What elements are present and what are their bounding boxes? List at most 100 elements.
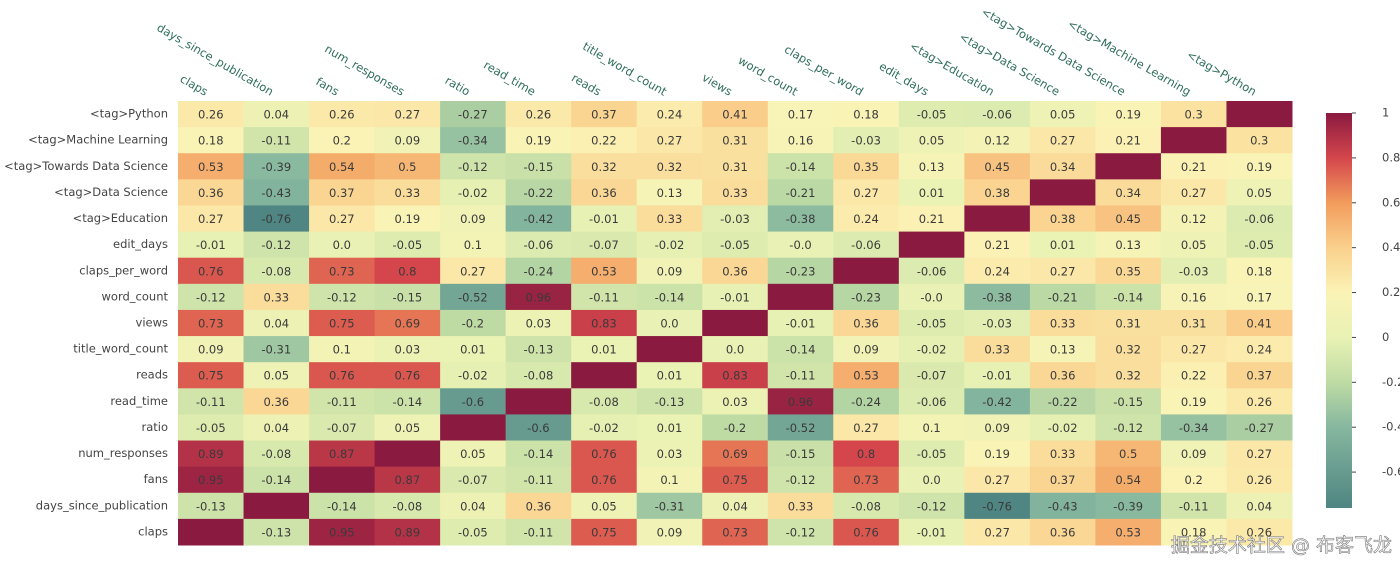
heatmap-cell <box>1160 179 1227 206</box>
heatmap-cell <box>1095 231 1162 259</box>
heatmap-cell <box>1029 336 1096 363</box>
heatmap-cell <box>702 492 769 520</box>
heatmap-cell <box>505 283 572 311</box>
heatmap-cell <box>964 127 1031 154</box>
cell-label: 0.24 <box>1246 343 1272 357</box>
heatmap-cell <box>833 205 900 233</box>
cell-label: 0.83 <box>722 369 748 383</box>
colorbar-tick-label: 0 <box>1382 330 1389 344</box>
heatmap-cell <box>571 231 638 259</box>
heatmap-cell <box>702 257 769 285</box>
heatmap-cell <box>1226 388 1293 415</box>
cell-label: 0.41 <box>722 108 748 122</box>
heatmap-cell <box>1095 127 1162 154</box>
heatmap-cell <box>964 440 1031 468</box>
y-tick-label: views <box>136 316 168 330</box>
heatmap-cell <box>702 388 769 415</box>
cell-label: 0.03 <box>395 343 421 357</box>
y-tick-label: ratio <box>141 420 168 434</box>
heatmap-cell <box>374 388 441 415</box>
heatmap-cell <box>178 127 245 154</box>
heatmap-cell <box>1095 205 1162 233</box>
cell-label: 0.36 <box>263 395 289 409</box>
heatmap-cell <box>440 309 507 337</box>
heatmap-cell <box>1029 257 1096 285</box>
cell-label: 0.17 <box>1246 290 1272 304</box>
cell-label: 0.37 <box>1050 473 1076 487</box>
cell-label: -0.01 <box>196 238 226 252</box>
heatmap-cell <box>702 231 769 259</box>
heatmap-cell <box>964 205 1031 233</box>
cell-label: 0.05 <box>1050 108 1076 122</box>
cell-label: -0.22 <box>1048 395 1078 409</box>
heatmap-cell <box>636 231 703 259</box>
heatmap-cell <box>898 283 965 311</box>
cell-label: -0.01 <box>917 525 947 539</box>
heatmap-cell <box>1029 466 1096 494</box>
cell-label: 0.33 <box>1050 447 1076 461</box>
heatmap-cell <box>767 101 834 128</box>
y-tick-label: <tag>Data Science <box>54 185 168 199</box>
cell-label: -0.02 <box>1048 421 1078 435</box>
heatmap-cell <box>898 492 965 520</box>
heatmap-cell <box>767 466 834 494</box>
cell-label: 0.22 <box>591 134 617 148</box>
heatmap-cell <box>833 127 900 154</box>
heatmap-cell <box>243 492 310 520</box>
cell-label: -0.08 <box>589 395 619 409</box>
heatmap-cell <box>702 466 769 494</box>
cell-label: -0.27 <box>1244 421 1274 435</box>
cell-label: 0.8 <box>398 264 416 278</box>
cell-label: 0.35 <box>1115 264 1141 278</box>
heatmap-cell <box>1095 518 1162 546</box>
cell-label: -0.11 <box>589 290 619 304</box>
heatmap-cell <box>767 231 834 259</box>
heatmap-cell <box>309 362 376 389</box>
heatmap-cell <box>571 153 638 180</box>
cell-label: 0.33 <box>722 186 748 200</box>
heatmap-cell <box>964 309 1031 337</box>
y-tick-label: reads <box>136 368 168 382</box>
heatmap-cell <box>1226 309 1293 337</box>
heatmap-cell <box>898 101 965 128</box>
y-tick-label: edit_days <box>113 237 168 251</box>
heatmap-cell <box>636 283 703 311</box>
heatmap-cell <box>1095 257 1162 285</box>
heatmap-cell <box>505 362 572 389</box>
heatmap-cell <box>440 127 507 154</box>
x-tick-label: claps <box>178 72 211 99</box>
cell-label: -0.15 <box>524 160 554 174</box>
cell-label: -0.6 <box>527 421 549 435</box>
heatmap-cell <box>1160 440 1227 468</box>
heatmap-cell <box>243 205 310 233</box>
heatmap-cell <box>440 336 507 363</box>
cell-label: 0.21 <box>919 212 945 226</box>
colorbar-tick-label: 0.6 <box>1382 195 1400 209</box>
cell-label: 0.04 <box>460 499 486 513</box>
heatmap-cell <box>964 153 1031 180</box>
x-tick-label: ratio <box>443 73 473 98</box>
heatmap-cell <box>1226 466 1293 494</box>
cell-label: 0.19 <box>984 447 1010 461</box>
heatmap-cell <box>702 518 769 546</box>
heatmap-cell <box>178 153 245 180</box>
cell-label: 0.26 <box>1246 525 1272 539</box>
cell-label: 0.73 <box>722 525 748 539</box>
heatmap-cell <box>178 257 245 285</box>
heatmap-cell <box>702 336 769 363</box>
cell-label: 0.53 <box>198 160 224 174</box>
cell-label: -0.11 <box>327 395 357 409</box>
cell-label: 0.18 <box>853 108 879 122</box>
cell-label: 0.01 <box>657 421 683 435</box>
heatmap-cell <box>702 309 769 337</box>
heatmap-cell <box>374 101 441 128</box>
cell-label: 0.13 <box>1050 343 1076 357</box>
heatmap-cell <box>636 362 703 389</box>
cell-label: -0.34 <box>1179 421 1209 435</box>
cell-label: 0.24 <box>853 212 879 226</box>
cell-label: -0.05 <box>917 447 947 461</box>
cell-label: -0.14 <box>786 160 816 174</box>
heatmap-cell <box>374 127 441 154</box>
cell-label: 0.38 <box>984 186 1010 200</box>
heatmap-cell <box>374 466 441 494</box>
